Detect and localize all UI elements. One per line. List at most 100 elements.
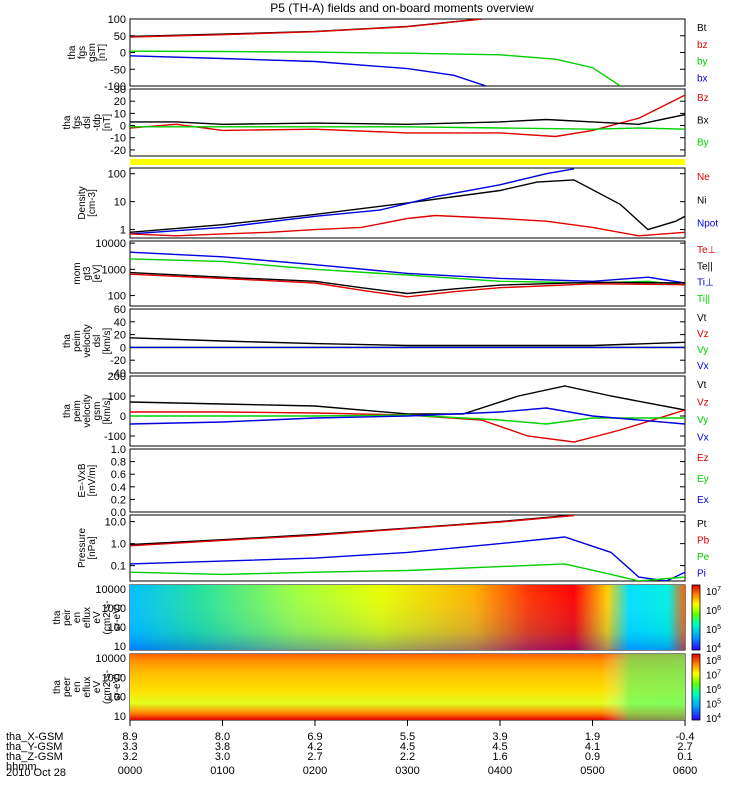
- x-tick-label: 0600: [673, 765, 697, 777]
- series-Te⊥: [130, 273, 685, 298]
- y-axis-label-line: eV: [92, 681, 103, 694]
- legend-Vy: Vy: [697, 345, 708, 356]
- series-Pt: [130, 515, 575, 546]
- electron-colorbar: [691, 653, 701, 721]
- y-tick-label: -20: [110, 355, 126, 367]
- orbit-row-value: 2.2: [400, 751, 415, 763]
- orbit-row-value: 4.5: [400, 741, 415, 753]
- y-tick-label: 100: [108, 622, 126, 634]
- colorbar-tick-label: 107: [706, 586, 721, 598]
- panel-frame: [129, 448, 686, 513]
- y-axis-label-line: peim: [72, 330, 83, 352]
- series-Ti||: [130, 258, 685, 286]
- y-axis-label-line: (cm2-s-: [102, 670, 113, 704]
- legend-bz: bz: [697, 40, 708, 51]
- series-Pb: [130, 515, 575, 547]
- legend-bx: bx: [697, 73, 708, 84]
- colorbar-tick-label: 108: [706, 655, 721, 667]
- series-Pi: [130, 536, 685, 581]
- series-Vt: [130, 337, 685, 347]
- y-axis-label-line: fgs: [72, 116, 83, 129]
- y-axis-label-line: gt3: [82, 266, 93, 280]
- colorbar-tick-label: 104: [706, 643, 721, 655]
- y-tick-label: 50: [114, 31, 126, 43]
- series-Vx: [130, 407, 685, 425]
- legend-Bt: Bt: [697, 23, 707, 34]
- y-axis-label-line: tha: [52, 680, 63, 694]
- y-axis-label-line: dsl: [92, 335, 103, 348]
- y-tick-label: 200: [108, 371, 126, 383]
- y-axis-label-line: Pressure: [77, 528, 88, 568]
- y-tick-label: -40: [110, 368, 126, 380]
- orbit-row-value: 0.9: [585, 751, 600, 763]
- y-tick-label: 10: [114, 108, 126, 120]
- y-axis-label-line: en: [72, 681, 83, 692]
- legend-Vx: Vx: [697, 433, 709, 444]
- y-tick-label: 0.8: [111, 457, 126, 469]
- colorbar-tick-label: 106: [706, 605, 721, 617]
- y-axis-label-line: tha: [62, 404, 73, 418]
- y-tick-label: 10: [114, 711, 126, 723]
- y-tick-label: 100: [108, 391, 126, 403]
- y-axis-label-line: tha: [52, 610, 63, 624]
- y-axis-label-line: eV: [92, 611, 103, 624]
- legend-Vz: Vz: [697, 398, 709, 409]
- x-tick-label: 0100: [210, 765, 234, 777]
- orbit-row-label: tha_Z-GSM: [6, 751, 63, 763]
- orbit-row-value: 4.2: [307, 741, 322, 753]
- y-tick-label: 10000: [95, 584, 126, 596]
- y-tick-label: 0: [120, 48, 126, 60]
- y-axis-label: Density [cm-3]: [77, 186, 98, 219]
- panel-frame: [129, 375, 686, 447]
- legend-Ne: Ne: [697, 172, 710, 183]
- y-axis-label: tha peim velocity gsm [km/s]: [62, 394, 113, 427]
- legend-Ez: Ez: [697, 453, 709, 464]
- y-axis-label-line: en: [72, 612, 83, 623]
- electron-spectrogram-shade: [130, 654, 685, 720]
- y-axis-label-line: velocity: [82, 394, 93, 427]
- orbit-row-value: 4.1: [585, 741, 600, 753]
- y-axis-label-line: [eV]: [92, 264, 103, 282]
- y-tick-label: 60: [114, 304, 126, 316]
- orbit-row-value: 0.1: [677, 751, 692, 763]
- legend-Vx: Vx: [697, 361, 709, 372]
- series-By: [130, 126, 685, 130]
- series-Vy: [130, 414, 685, 425]
- x-tick-label: 0400: [488, 765, 512, 777]
- series-Bx: [130, 113, 685, 126]
- y-axis-label-line: E=-VxB: [77, 463, 88, 498]
- y-axis-label-line: sr-eV): [112, 604, 123, 631]
- orbit-row-value: 3.9: [492, 731, 507, 743]
- legend-Ni: Ni: [697, 195, 706, 206]
- y-tick-label: 1000: [102, 264, 126, 276]
- orbit-row-value: 1.6: [492, 751, 507, 763]
- series-bz: [130, 19, 482, 38]
- series-Pe: [130, 563, 685, 581]
- y-axis-label: tha fgs dsl -tdp [nT]: [62, 113, 113, 131]
- x-tick-label: 0200: [303, 765, 327, 777]
- status-bar: [130, 159, 685, 165]
- y-tick-label: 10000: [95, 653, 126, 665]
- legend-Npot: Npot: [697, 219, 718, 230]
- legend-Te⊥: Te⊥: [697, 245, 716, 256]
- y-tick-label: 20: [114, 96, 126, 108]
- y-axis-label: E=-VxB [mV/m]: [77, 463, 98, 498]
- y-axis-label-line: tha: [62, 115, 73, 129]
- legend-by: by: [697, 57, 708, 68]
- legend-Bx: Bx: [697, 115, 709, 126]
- y-axis-label-line: [nT]: [97, 44, 108, 61]
- series-Bz: [130, 94, 685, 138]
- y-axis-label-line: [km/s]: [102, 327, 113, 354]
- y-axis-label-line: eflux: [82, 676, 93, 697]
- y-axis-label: tha fgs gsm [nT]: [67, 43, 108, 62]
- x-tick-label: 0300: [395, 765, 419, 777]
- y-tick-label: 1.0: [111, 539, 126, 551]
- y-tick-label: 100: [108, 291, 126, 303]
- orbit-row-value: 3.0: [215, 751, 230, 763]
- y-axis-label-line: [nT]: [102, 114, 113, 131]
- orbit-row-label: tha_X-GSM: [6, 731, 63, 743]
- colorbar-tick-label: 106: [706, 684, 721, 696]
- orbit-row-value: 2.7: [307, 751, 322, 763]
- legend-Te||: Te||: [697, 261, 713, 272]
- y-tick-label: 0.2: [111, 494, 126, 506]
